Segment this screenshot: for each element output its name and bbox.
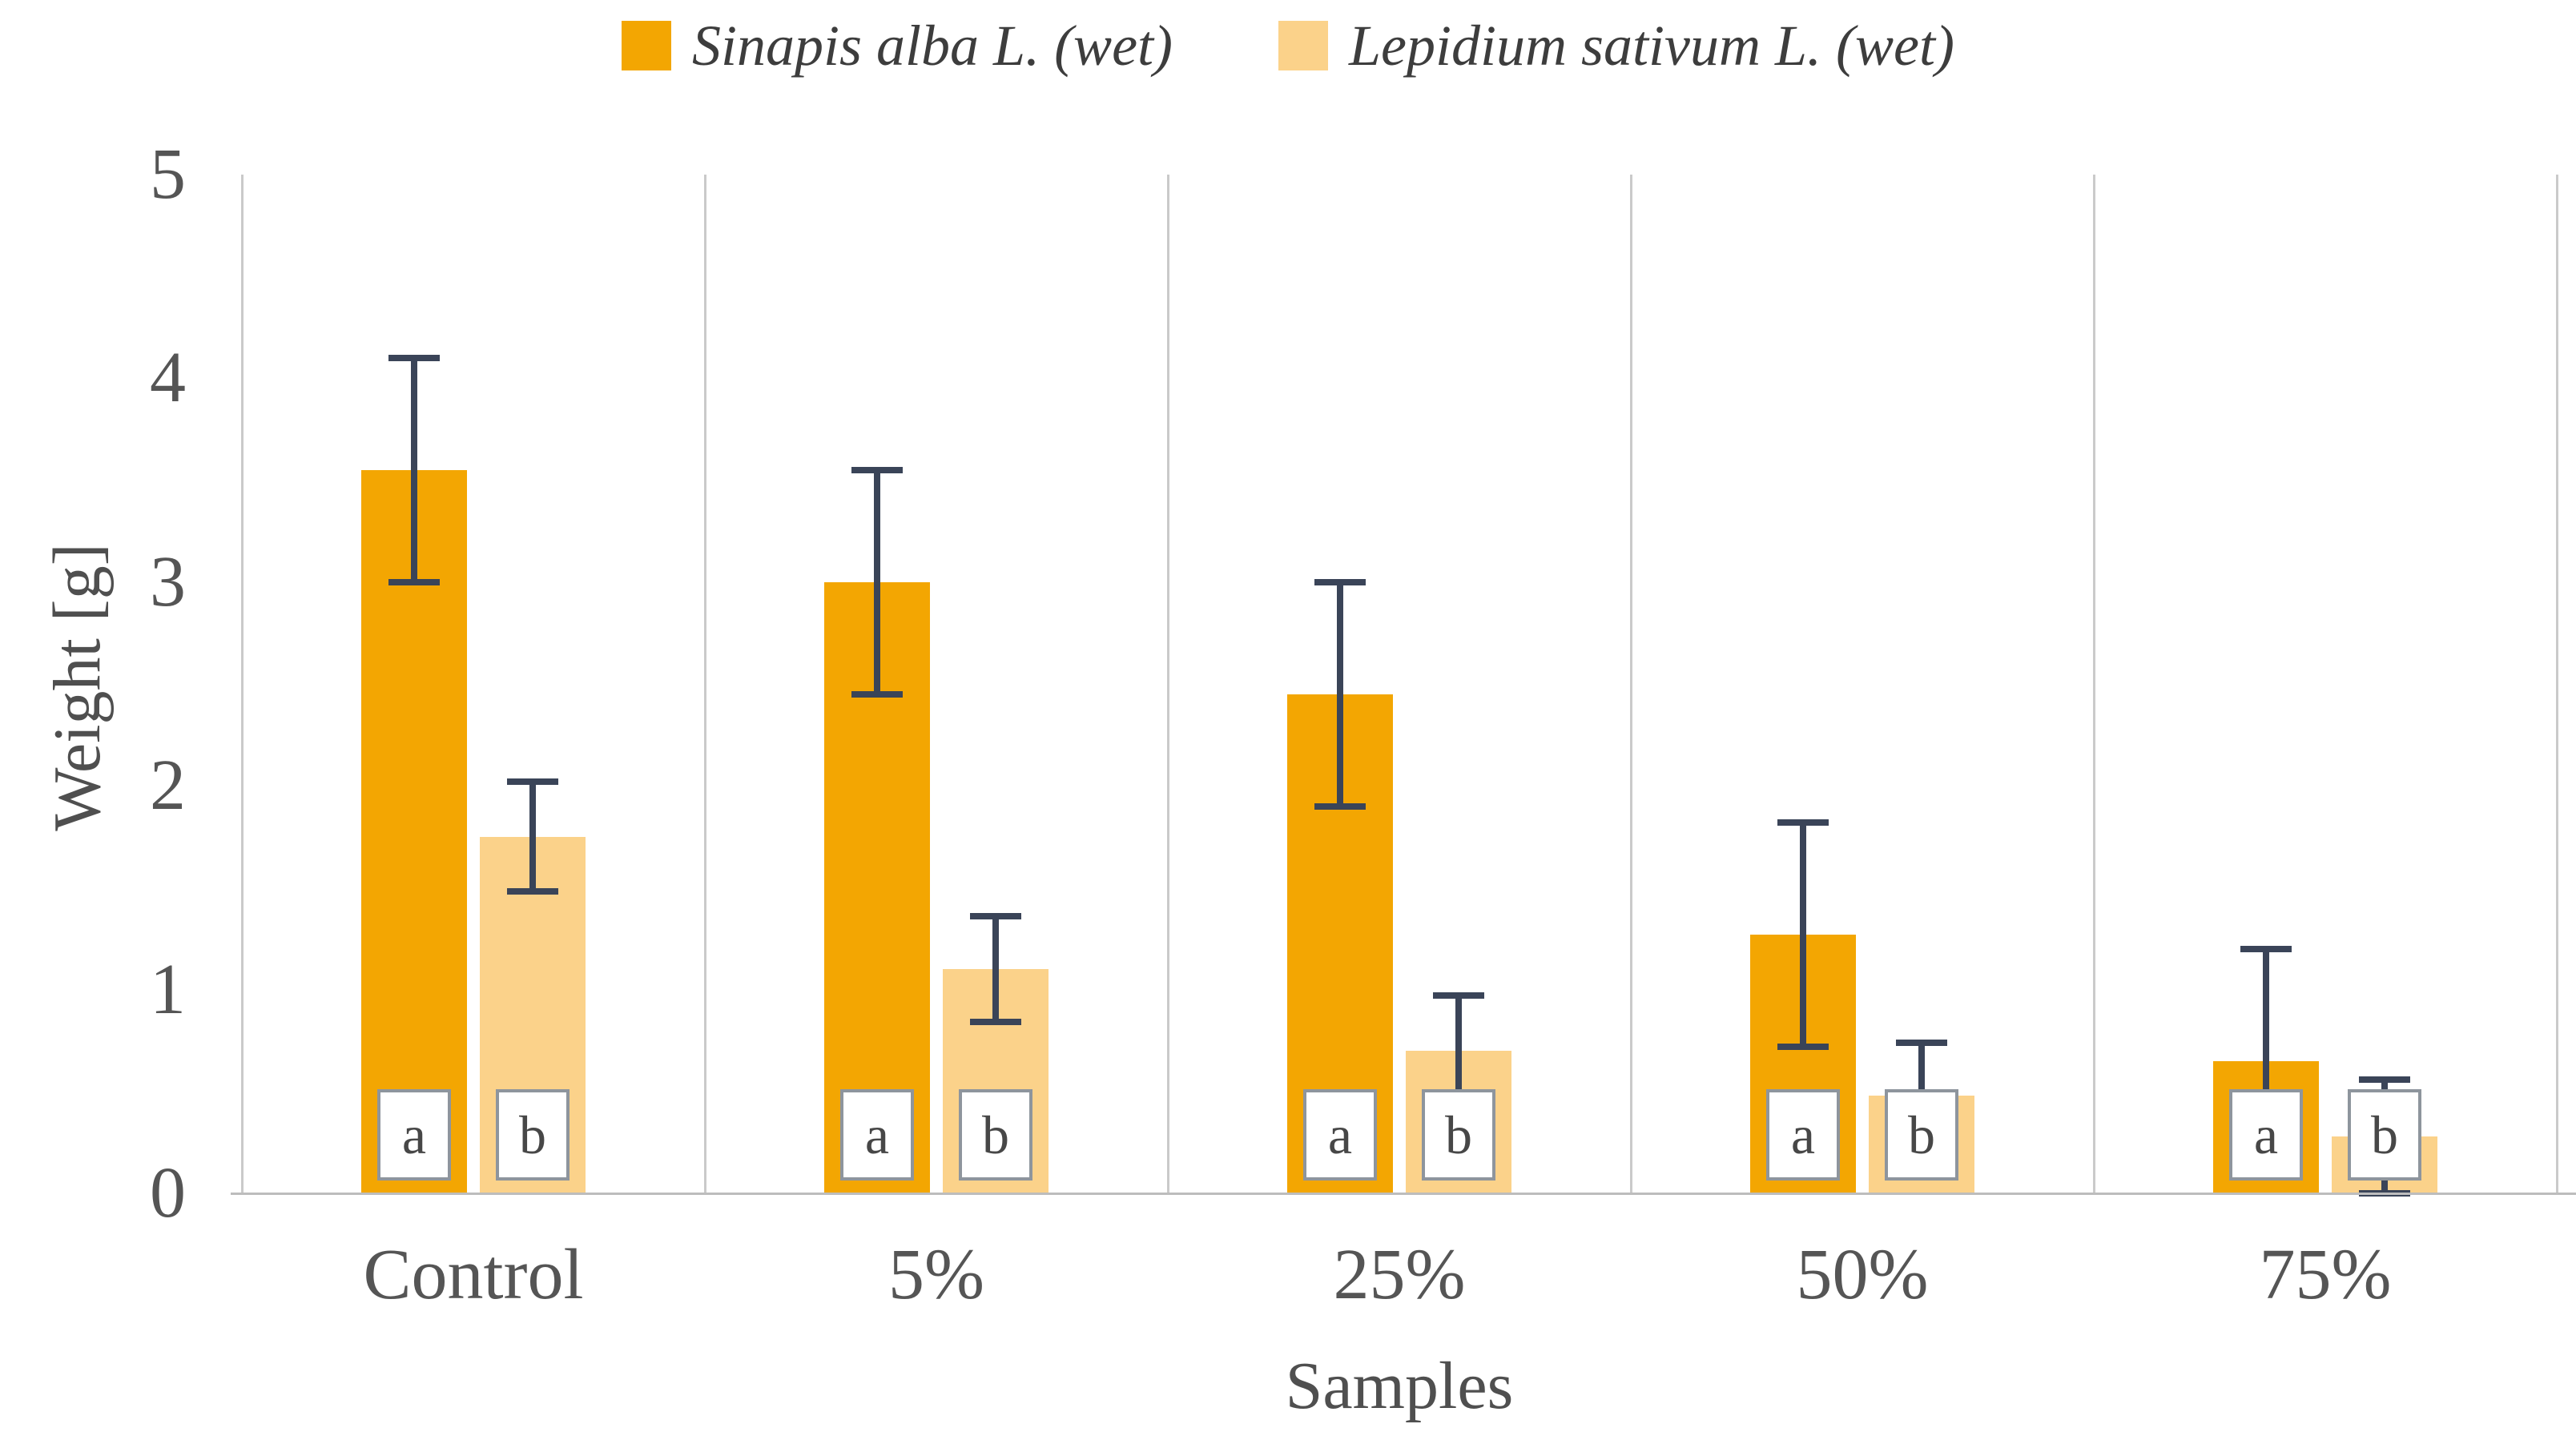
error-bar-a-75% bbox=[2263, 948, 2269, 1173]
grid-line-vertical bbox=[703, 175, 706, 1193]
error-cap-top-b-50% bbox=[1896, 1039, 1947, 1046]
letter-box-b-25%: b bbox=[1422, 1089, 1495, 1181]
letter-box-a-25%: a bbox=[1303, 1089, 1377, 1181]
error-cap-bottom-a-50% bbox=[1777, 1043, 1829, 1050]
error-cap-bottom-a-5% bbox=[851, 690, 903, 698]
error-cap-bottom-b-Control bbox=[507, 888, 558, 895]
grid-line-vertical bbox=[1166, 175, 1169, 1193]
legend-swatch-sinapis-alba bbox=[622, 21, 671, 70]
error-bar-b-25% bbox=[1455, 996, 1462, 1106]
y-tick-label: 1 bbox=[150, 949, 186, 1029]
chart-legend: Sinapis alba L. (wet) Lepidium sativum L… bbox=[0, 11, 2576, 80]
legend-item-lepidium-sativum: Lepidium sativum L. (wet) bbox=[1278, 11, 1954, 80]
error-bar-b-5% bbox=[992, 916, 999, 1023]
grid-line-vertical bbox=[2092, 175, 2095, 1193]
error-cap-top-b-75% bbox=[2359, 1076, 2410, 1083]
x-tick-label: Control bbox=[363, 1235, 584, 1314]
legend-label-lepidium-sativum: Lepidium sativum L. (wet) bbox=[1349, 14, 1954, 78]
y-tick-label: 3 bbox=[150, 541, 186, 621]
error-cap-top-a-5% bbox=[851, 466, 903, 473]
letter-box-a-5%: a bbox=[840, 1089, 914, 1181]
error-cap-top-a-Control bbox=[388, 354, 440, 361]
legend-swatch-lepidium-sativum bbox=[1278, 21, 1329, 70]
error-cap-top-a-75% bbox=[2240, 945, 2292, 952]
error-cap-top-b-25% bbox=[1433, 992, 1484, 1000]
legend-label-sinapis-alba: Sinapis alba L. (wet) bbox=[692, 14, 1173, 78]
error-cap-top-a-25% bbox=[1314, 578, 1366, 585]
letter-box-b-75%: b bbox=[2348, 1089, 2421, 1181]
letter-box-a-50%: a bbox=[1766, 1089, 1840, 1181]
x-tick-label: 75% bbox=[2259, 1235, 2392, 1314]
letter-box-a-Control: a bbox=[377, 1089, 451, 1181]
error-cap-bottom-a-25% bbox=[1314, 802, 1366, 810]
letter-box-b-50%: b bbox=[1885, 1089, 1958, 1181]
x-tick-label: 50% bbox=[1796, 1235, 1929, 1314]
error-cap-bottom-b-5% bbox=[970, 1019, 1021, 1026]
grid-line-vertical bbox=[1629, 175, 1632, 1193]
letter-box-b-Control: b bbox=[496, 1089, 570, 1181]
error-bar-a-5% bbox=[874, 469, 880, 694]
error-cap-top-b-Control bbox=[507, 778, 558, 786]
error-bar-a-50% bbox=[1800, 822, 1806, 1047]
x-tick-label: 5% bbox=[888, 1235, 984, 1314]
bar-a-Control bbox=[361, 469, 467, 1193]
y-tick-label: 2 bbox=[150, 746, 186, 826]
error-cap-top-b-5% bbox=[970, 913, 1021, 920]
error-cap-bottom-a-Control bbox=[388, 578, 440, 585]
grid-line-vertical bbox=[2555, 175, 2558, 1193]
error-bar-b-Control bbox=[529, 782, 536, 892]
error-cap-top-a-50% bbox=[1777, 819, 1829, 826]
y-axis-title: Weight [g] bbox=[40, 543, 115, 831]
letter-box-b-5%: b bbox=[959, 1089, 1032, 1181]
x-axis-line bbox=[231, 1192, 2576, 1195]
letter-box-a-75%: a bbox=[2229, 1089, 2303, 1181]
error-bar-a-25% bbox=[1337, 581, 1343, 806]
y-tick-label: 5 bbox=[150, 135, 186, 214]
error-bar-a-Control bbox=[411, 357, 417, 582]
x-tick-label: 25% bbox=[1333, 1235, 1466, 1314]
x-axis-title: Samples bbox=[1285, 1349, 1514, 1423]
y-tick-label: 4 bbox=[150, 338, 186, 418]
legend-item-sinapis-alba: Sinapis alba L. (wet) bbox=[622, 11, 1173, 80]
y-tick-label: 0 bbox=[150, 1153, 186, 1233]
y-axis-line bbox=[240, 175, 244, 1193]
